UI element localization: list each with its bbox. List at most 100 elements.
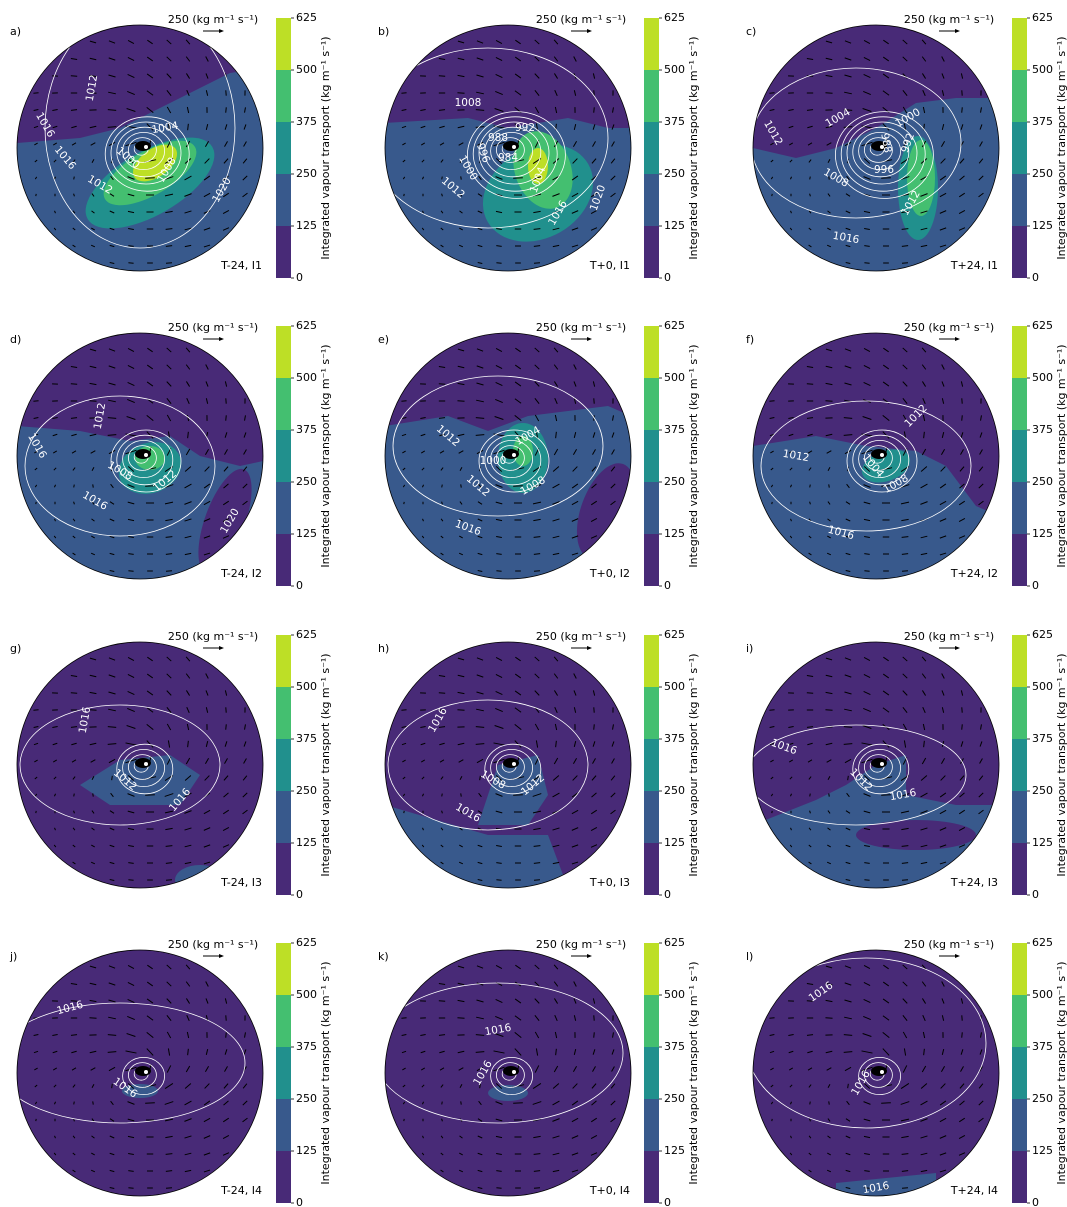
wind-arrow	[920, 1083, 928, 1089]
wind-arrow	[224, 141, 228, 147]
colorbar-segment	[644, 843, 659, 895]
wind-arrow	[52, 433, 58, 437]
wind-arrow	[903, 123, 907, 131]
colorbar-segment	[1012, 226, 1027, 278]
wind-arrow	[572, 466, 578, 472]
wind-arrow	[808, 210, 812, 214]
wind-arrow	[939, 552, 947, 556]
wind-arrow	[72, 535, 76, 539]
wind-arrow	[401, 709, 407, 711]
wind-arrow	[108, 91, 116, 95]
wind-arrow	[902, 347, 908, 353]
wind-arrow	[863, 690, 871, 696]
colorbar-segment	[276, 635, 291, 687]
wind-arrow	[53, 844, 57, 848]
colorbar-tick-label: 250	[1032, 784, 1053, 797]
pressure-contour	[840, 116, 926, 192]
wind-arrow	[845, 262, 851, 264]
wind-arrow	[845, 193, 851, 197]
wind-arrow	[165, 1153, 173, 1155]
wind-arrow	[863, 674, 871, 678]
wind-arrow	[477, 518, 483, 522]
colorbar-tick-label: 250	[664, 475, 685, 488]
wind-arrow	[127, 57, 135, 61]
ivt-region	[133, 144, 177, 182]
wind-arrow	[806, 366, 814, 368]
wind-arrow	[809, 176, 811, 180]
wind-arrow	[808, 1169, 812, 1173]
wind-arrow	[920, 810, 928, 814]
wind-arrow	[493, 1066, 505, 1072]
wind-arrow	[223, 1083, 229, 1089]
wind-arrow	[571, 827, 579, 831]
wind-arrow	[479, 775, 481, 781]
wind-arrow	[109, 244, 115, 248]
wind-arrow	[184, 1152, 192, 1156]
wind-arrow	[903, 1048, 907, 1056]
wind-arrow	[790, 176, 792, 180]
wind-arrow	[593, 1032, 595, 1038]
wind-arrow	[572, 757, 578, 765]
wind-arrow	[554, 90, 558, 96]
pressure-contour	[24, 395, 216, 537]
wind-arrow	[788, 759, 794, 763]
wind-arrow	[940, 775, 946, 781]
wind-arrow	[401, 742, 407, 746]
wind-arrow	[52, 125, 58, 129]
pressure-contour	[385, 47, 609, 229]
wind-arrow	[440, 776, 444, 780]
wind-arrow	[476, 74, 484, 78]
wind-arrow	[806, 417, 814, 419]
wind-arrow	[939, 500, 947, 506]
wind-arrow	[184, 210, 192, 214]
wind-arrow	[901, 862, 909, 864]
contour-label: 1016	[889, 787, 918, 804]
wind-arrow	[108, 1066, 116, 1072]
wind-arrow	[790, 1101, 792, 1105]
wind-arrow	[552, 244, 560, 248]
colorbar-segment	[276, 995, 291, 1047]
colorbar-tick-label: 625	[296, 11, 317, 24]
map-outline	[752, 332, 1000, 580]
wind-arrow	[920, 175, 928, 181]
wind-arrow	[863, 90, 871, 96]
wind-arrow	[921, 981, 927, 987]
wind-arrow	[34, 776, 38, 780]
colorbar-tick-label: 125	[1032, 527, 1053, 540]
colorbar-tick-label: 375	[296, 423, 317, 436]
wind-arrow	[920, 552, 928, 556]
wind-arrow	[401, 417, 407, 419]
colorbar-tick-label: 0	[664, 888, 671, 901]
wind-arrow	[205, 56, 209, 62]
wind-arrow	[808, 776, 812, 780]
wind-arrow	[610, 158, 616, 164]
wind-arrow	[33, 109, 39, 111]
colorbar-tick-label: 500	[664, 63, 685, 76]
wind-arrow	[203, 1135, 211, 1139]
wind-arrow	[440, 861, 444, 865]
wind-arrow	[882, 690, 890, 696]
wind-arrow	[864, 570, 870, 572]
wind-arrow	[476, 1016, 484, 1020]
wind-arrow	[939, 809, 947, 815]
pressure-contour	[852, 743, 910, 795]
wind-arrow	[496, 879, 502, 881]
wind-arrow	[125, 758, 137, 764]
wind-arrow	[514, 123, 522, 131]
wind-arrow	[165, 1135, 173, 1139]
wind-arrow	[573, 431, 577, 439]
wind-arrow	[70, 417, 78, 419]
wind-arrow	[920, 1152, 928, 1156]
wind-arrow	[861, 742, 873, 746]
wind-arrow	[166, 1065, 172, 1073]
wind-arrow	[203, 175, 211, 181]
wind-arrow	[185, 56, 191, 62]
wind-arrow	[808, 827, 812, 831]
colorbar-tick-label: 375	[664, 115, 685, 128]
wind-arrow	[205, 690, 209, 696]
wind-arrow	[164, 1083, 174, 1089]
wind-arrow	[476, 348, 484, 352]
wind-arrow	[70, 75, 78, 77]
wind-arrow	[845, 210, 851, 214]
wind-arrow	[479, 1083, 481, 1089]
